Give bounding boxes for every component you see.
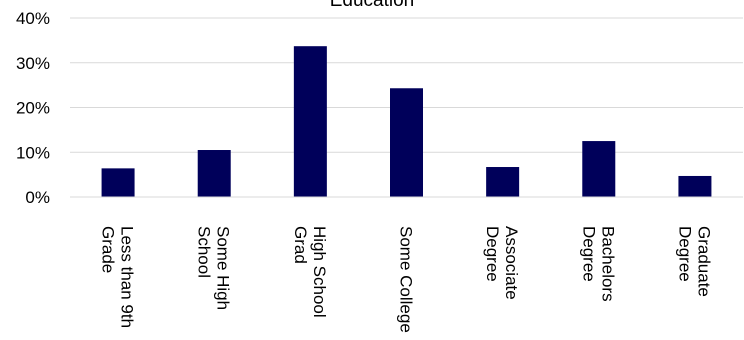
x-tick-label: Degree — [579, 226, 598, 282]
bar — [101, 168, 135, 197]
x-tick-label: Grad — [291, 226, 310, 264]
y-tick-label: 0% — [25, 188, 50, 207]
x-tick-label: Degree — [675, 226, 694, 282]
bar — [486, 167, 520, 197]
x-tick-label: Some High — [214, 226, 233, 310]
x-tick-label: Bachelors — [598, 226, 617, 302]
y-tick-label: 40% — [16, 9, 50, 28]
bar — [678, 175, 712, 197]
x-tick-label: Some College — [397, 226, 416, 333]
y-tick-label: 20% — [16, 99, 50, 118]
bar — [197, 150, 231, 197]
bar — [293, 46, 327, 197]
bar — [582, 141, 616, 197]
x-tick-label: School — [195, 226, 214, 278]
x-tick-label: Less than 9th — [118, 226, 137, 328]
y-axis-tick-labels: 0% 10% 20% 30% 40% — [16, 9, 50, 207]
x-tick-label: Grade — [99, 226, 118, 273]
x-tick-label: Graduate — [694, 226, 713, 297]
y-tick-label: 30% — [16, 54, 50, 73]
x-tick-label: High School — [310, 226, 329, 318]
bars — [101, 46, 712, 197]
x-tick-label: Degree — [483, 226, 502, 282]
chart-title: Education — [330, 0, 415, 11]
bar — [390, 88, 423, 197]
y-tick-label: 10% — [16, 143, 50, 162]
x-tick-label: Associate — [502, 226, 521, 300]
